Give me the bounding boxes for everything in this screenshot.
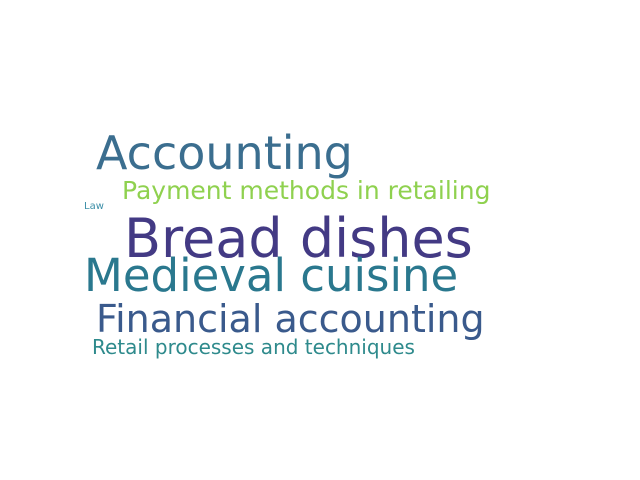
- word-financial-accounting: Financial accounting: [96, 297, 485, 341]
- word-payment-methods-in-retailing: Payment methods in retailing: [122, 176, 491, 205]
- word-accounting: Accounting: [96, 126, 353, 180]
- word-law: Law: [84, 201, 104, 212]
- word-retail-processes-and-techniques: Retail processes and techniques: [92, 335, 415, 359]
- word-medieval-cuisine: Medieval cuisine: [84, 249, 459, 302]
- word-bread-dishes: Bread dishes: [124, 207, 473, 270]
